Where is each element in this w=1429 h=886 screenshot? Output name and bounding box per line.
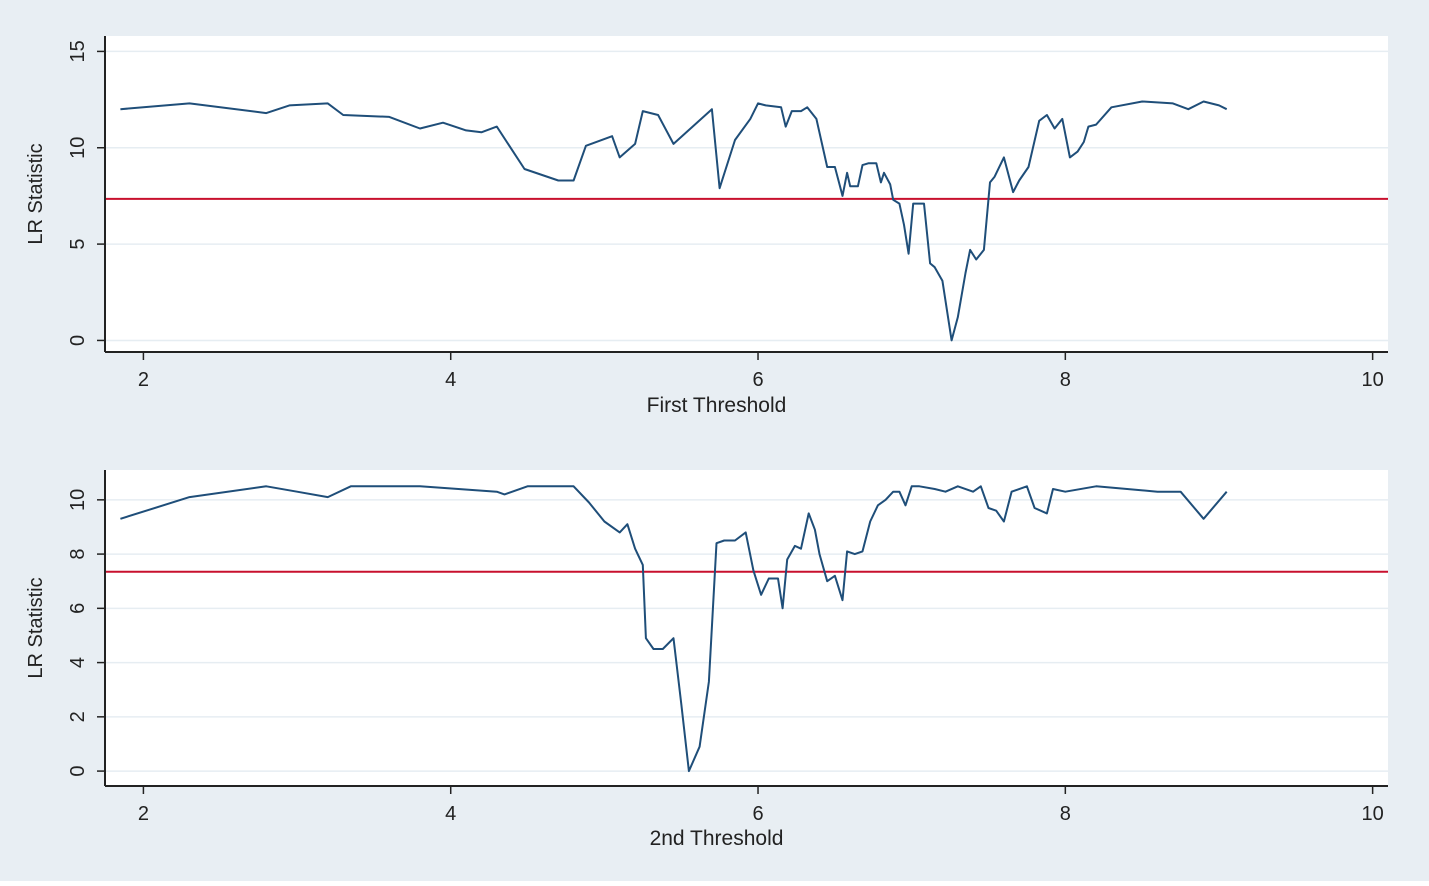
x-tick-label: 2 <box>138 803 149 825</box>
lr-statistic-series-line <box>120 485 1228 773</box>
x-tick-label: 4 <box>445 803 456 825</box>
x-tick-label: 10 <box>1362 803 1384 825</box>
gridlines <box>105 50 1388 342</box>
x-tick-label: 8 <box>1060 369 1071 391</box>
y-axis-title: LR Statistic <box>25 143 47 244</box>
series-layer <box>120 485 1228 773</box>
x-axis-title: First Threshold <box>647 394 787 417</box>
y-tick-label: 5 <box>67 239 89 250</box>
x-tick-label: 4 <box>445 369 456 391</box>
axes: 2 4 6 8 10 0 5 10 15 <box>67 36 1388 391</box>
x-tick-label: 6 <box>752 369 763 391</box>
plot-area <box>105 36 1388 352</box>
gridlines <box>105 499 1388 772</box>
y-tick-label: 8 <box>67 549 89 560</box>
y-tick-label: 4 <box>67 657 89 668</box>
y-tick-label: 6 <box>67 603 89 614</box>
series-layer <box>120 100 1228 342</box>
y-tick-label: 10 <box>67 489 89 511</box>
axes: 2 4 6 8 10 0 2 4 6 8 10 <box>67 470 1388 825</box>
y-tick-label: 2 <box>67 711 89 722</box>
y-tick-label: 10 <box>67 137 89 159</box>
x-tick-label: 2 <box>138 369 149 391</box>
x-tick-label: 6 <box>752 803 763 825</box>
y-tick-label: 15 <box>67 40 89 62</box>
y-tick-label: 0 <box>67 766 89 777</box>
x-tick-label: 10 <box>1362 369 1384 391</box>
y-tick-label: 0 <box>67 335 89 346</box>
x-tick-label: 8 <box>1060 803 1071 825</box>
lr-statistic-series-line <box>120 100 1228 342</box>
y-axis-title: LR Statistic <box>25 577 47 678</box>
plot-area <box>105 470 1388 786</box>
x-axis-title: 2nd Threshold <box>650 827 784 850</box>
panel-first-threshold: 2 4 6 8 10 0 5 10 15 First Threshold LR Statisti… <box>25 36 1388 417</box>
panel-2nd-threshold: 2 4 6 8 10 0 2 4 6 8 10 2nd Threshold LR Statistic <box>25 470 1388 850</box>
